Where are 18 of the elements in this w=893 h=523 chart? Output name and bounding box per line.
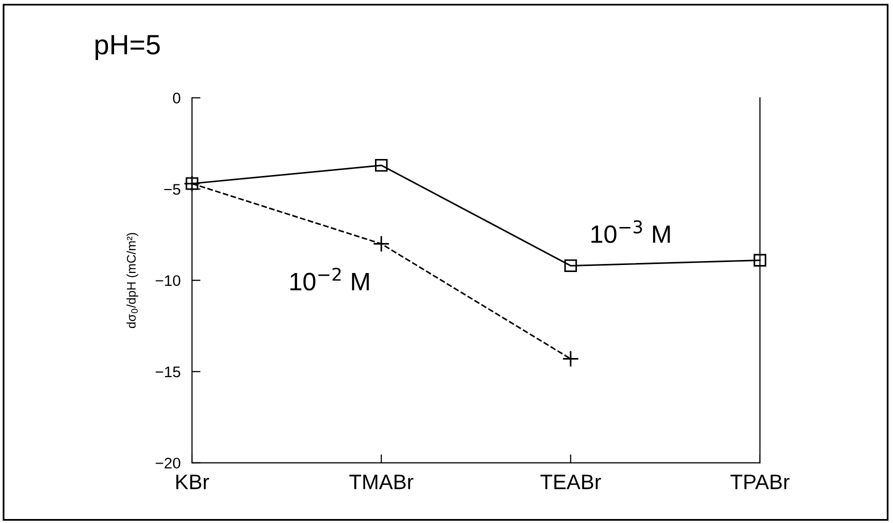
- y-tick-label: −5: [164, 184, 180, 195]
- point: [754, 254, 766, 267]
- point: [562, 350, 580, 368]
- x-tick-label: TPABr: [730, 474, 790, 490]
- y-tick-label: −20: [156, 458, 180, 469]
- chart-title: pH=5: [96, 35, 160, 60]
- y-tick-label: −10: [156, 275, 180, 286]
- point: [372, 235, 390, 252]
- point: [564, 259, 577, 272]
- point: [374, 159, 388, 172]
- x-tick-label: KBr: [176, 474, 210, 490]
- y-tick-label: 0: [172, 92, 180, 104]
- series-label: 10$^{−3}$ M: [591, 220, 670, 244]
- y-tick-label: −15: [156, 366, 180, 378]
- y-axis-title: dσ$_{0}$/dpH (mC/m²): [126, 232, 138, 328]
- series-label: 10$^{−2}$ M: [290, 268, 369, 290]
- x-tick-label: TEABr: [540, 474, 601, 490]
- x-tick-label: TMABr: [349, 474, 414, 490]
